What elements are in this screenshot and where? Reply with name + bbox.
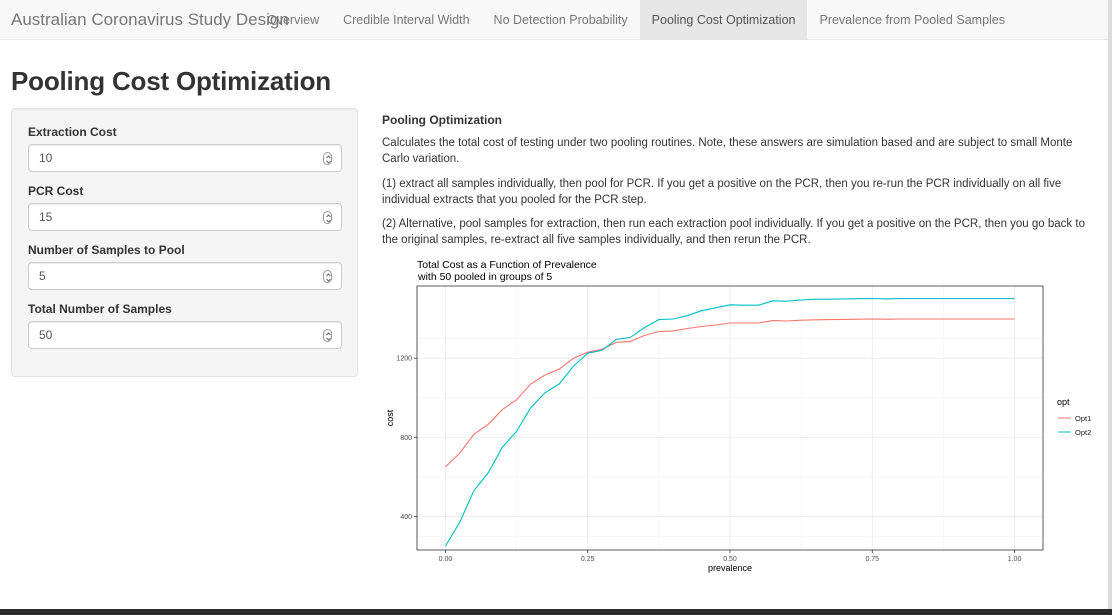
navbar-brand[interactable]: Australian Coronavirus Study Design — [11, 10, 289, 29]
page-title: Pooling Cost Optimization — [11, 66, 331, 96]
total-samples-label: Total Number of Samples — [28, 302, 172, 316]
x-tick-label: 0.00 — [439, 556, 453, 563]
y-tick-label: 1200 — [396, 356, 412, 363]
legend-label-opt2: Opt2 — [1075, 428, 1091, 437]
pcr-cost-input[interactable] — [29, 204, 319, 230]
stepper-arrows-icon[interactable] — [323, 211, 332, 224]
nav-tabs: Overview Credible Interval Width No Dete… — [255, 0, 1017, 39]
main-panel: Pooling Optimization Calculates the tota… — [382, 113, 1092, 246]
y-axis-label: cost — [385, 409, 395, 426]
legend-label-opt1: Opt1 — [1075, 414, 1091, 423]
samples-to-pool-label: Number of Samples to Pool — [28, 243, 185, 257]
y-tick-label: 800 — [400, 435, 412, 442]
series-line-opt2 — [445, 297, 1015, 547]
navbar: Australian Coronavirus Study Design Over… — [0, 0, 1112, 40]
tab-prevalence-from-pooled-samples[interactable]: Prevalence from Pooled Samples — [819, 12, 1005, 27]
samples-to-pool-input[interactable] — [29, 263, 319, 289]
chart-subtitle: with 50 pooled in groups of 5 — [417, 271, 552, 283]
chart-title: Total Cost as a Function of Prevalence — [417, 259, 597, 271]
stepper-arrows-icon[interactable] — [323, 270, 332, 283]
legend-title: opt — [1057, 397, 1070, 407]
chart-legend: opt Opt1 Opt2 — [1057, 397, 1091, 437]
window-bottom-bar — [0, 609, 1112, 615]
extraction-cost-label: Extraction Cost — [28, 125, 117, 139]
x-tick-label: 1.00 — [1008, 556, 1022, 563]
extraction-cost-input[interactable] — [29, 145, 319, 171]
y-tick-label: 400 — [400, 514, 412, 521]
option-2-paragraph: (2) Alternative, pool samples for extrac… — [382, 218, 1085, 246]
total-samples-input[interactable] — [29, 322, 319, 348]
extraction-cost-field[interactable] — [28, 144, 342, 172]
total-samples-field[interactable] — [28, 321, 342, 349]
tab-credible-interval-width[interactable]: Credible Interval Width — [343, 12, 470, 27]
series-line-opt1 — [445, 318, 1015, 468]
section-heading: Pooling Optimization — [382, 113, 502, 127]
pcr-cost-field[interactable] — [28, 203, 342, 231]
option-1-paragraph: (1) extract all samples individually, th… — [382, 178, 1062, 206]
stepper-arrows-icon[interactable] — [323, 152, 332, 165]
cost-plot: Total Cost as a Function of Prevalence w… — [383, 254, 1103, 579]
x-tick-label: 0.75 — [865, 556, 879, 563]
x-axis-label: prevalence — [708, 563, 752, 573]
x-tick-label: 0.50 — [723, 556, 737, 563]
pcr-cost-label: PCR Cost — [28, 184, 84, 198]
x-tick-label: 0.25 — [581, 556, 595, 563]
tab-pooling-cost-optimization[interactable]: Pooling Cost Optimization — [639, 0, 808, 39]
stepper-arrows-icon[interactable] — [323, 329, 332, 342]
cost-chart: Total Cost as a Function of Prevalence w… — [385, 259, 1091, 573]
sidebar-panel: Extraction Cost PCR Cost Number of Sampl… — [11, 108, 358, 377]
description-paragraph: Calculates the total cost of testing und… — [382, 137, 1073, 165]
tab-overview[interactable]: Overview — [267, 12, 320, 27]
window-edge — [1108, 0, 1112, 615]
samples-to-pool-field[interactable] — [28, 262, 342, 290]
tab-no-detection-probability[interactable]: No Detection Probability — [493, 12, 628, 27]
